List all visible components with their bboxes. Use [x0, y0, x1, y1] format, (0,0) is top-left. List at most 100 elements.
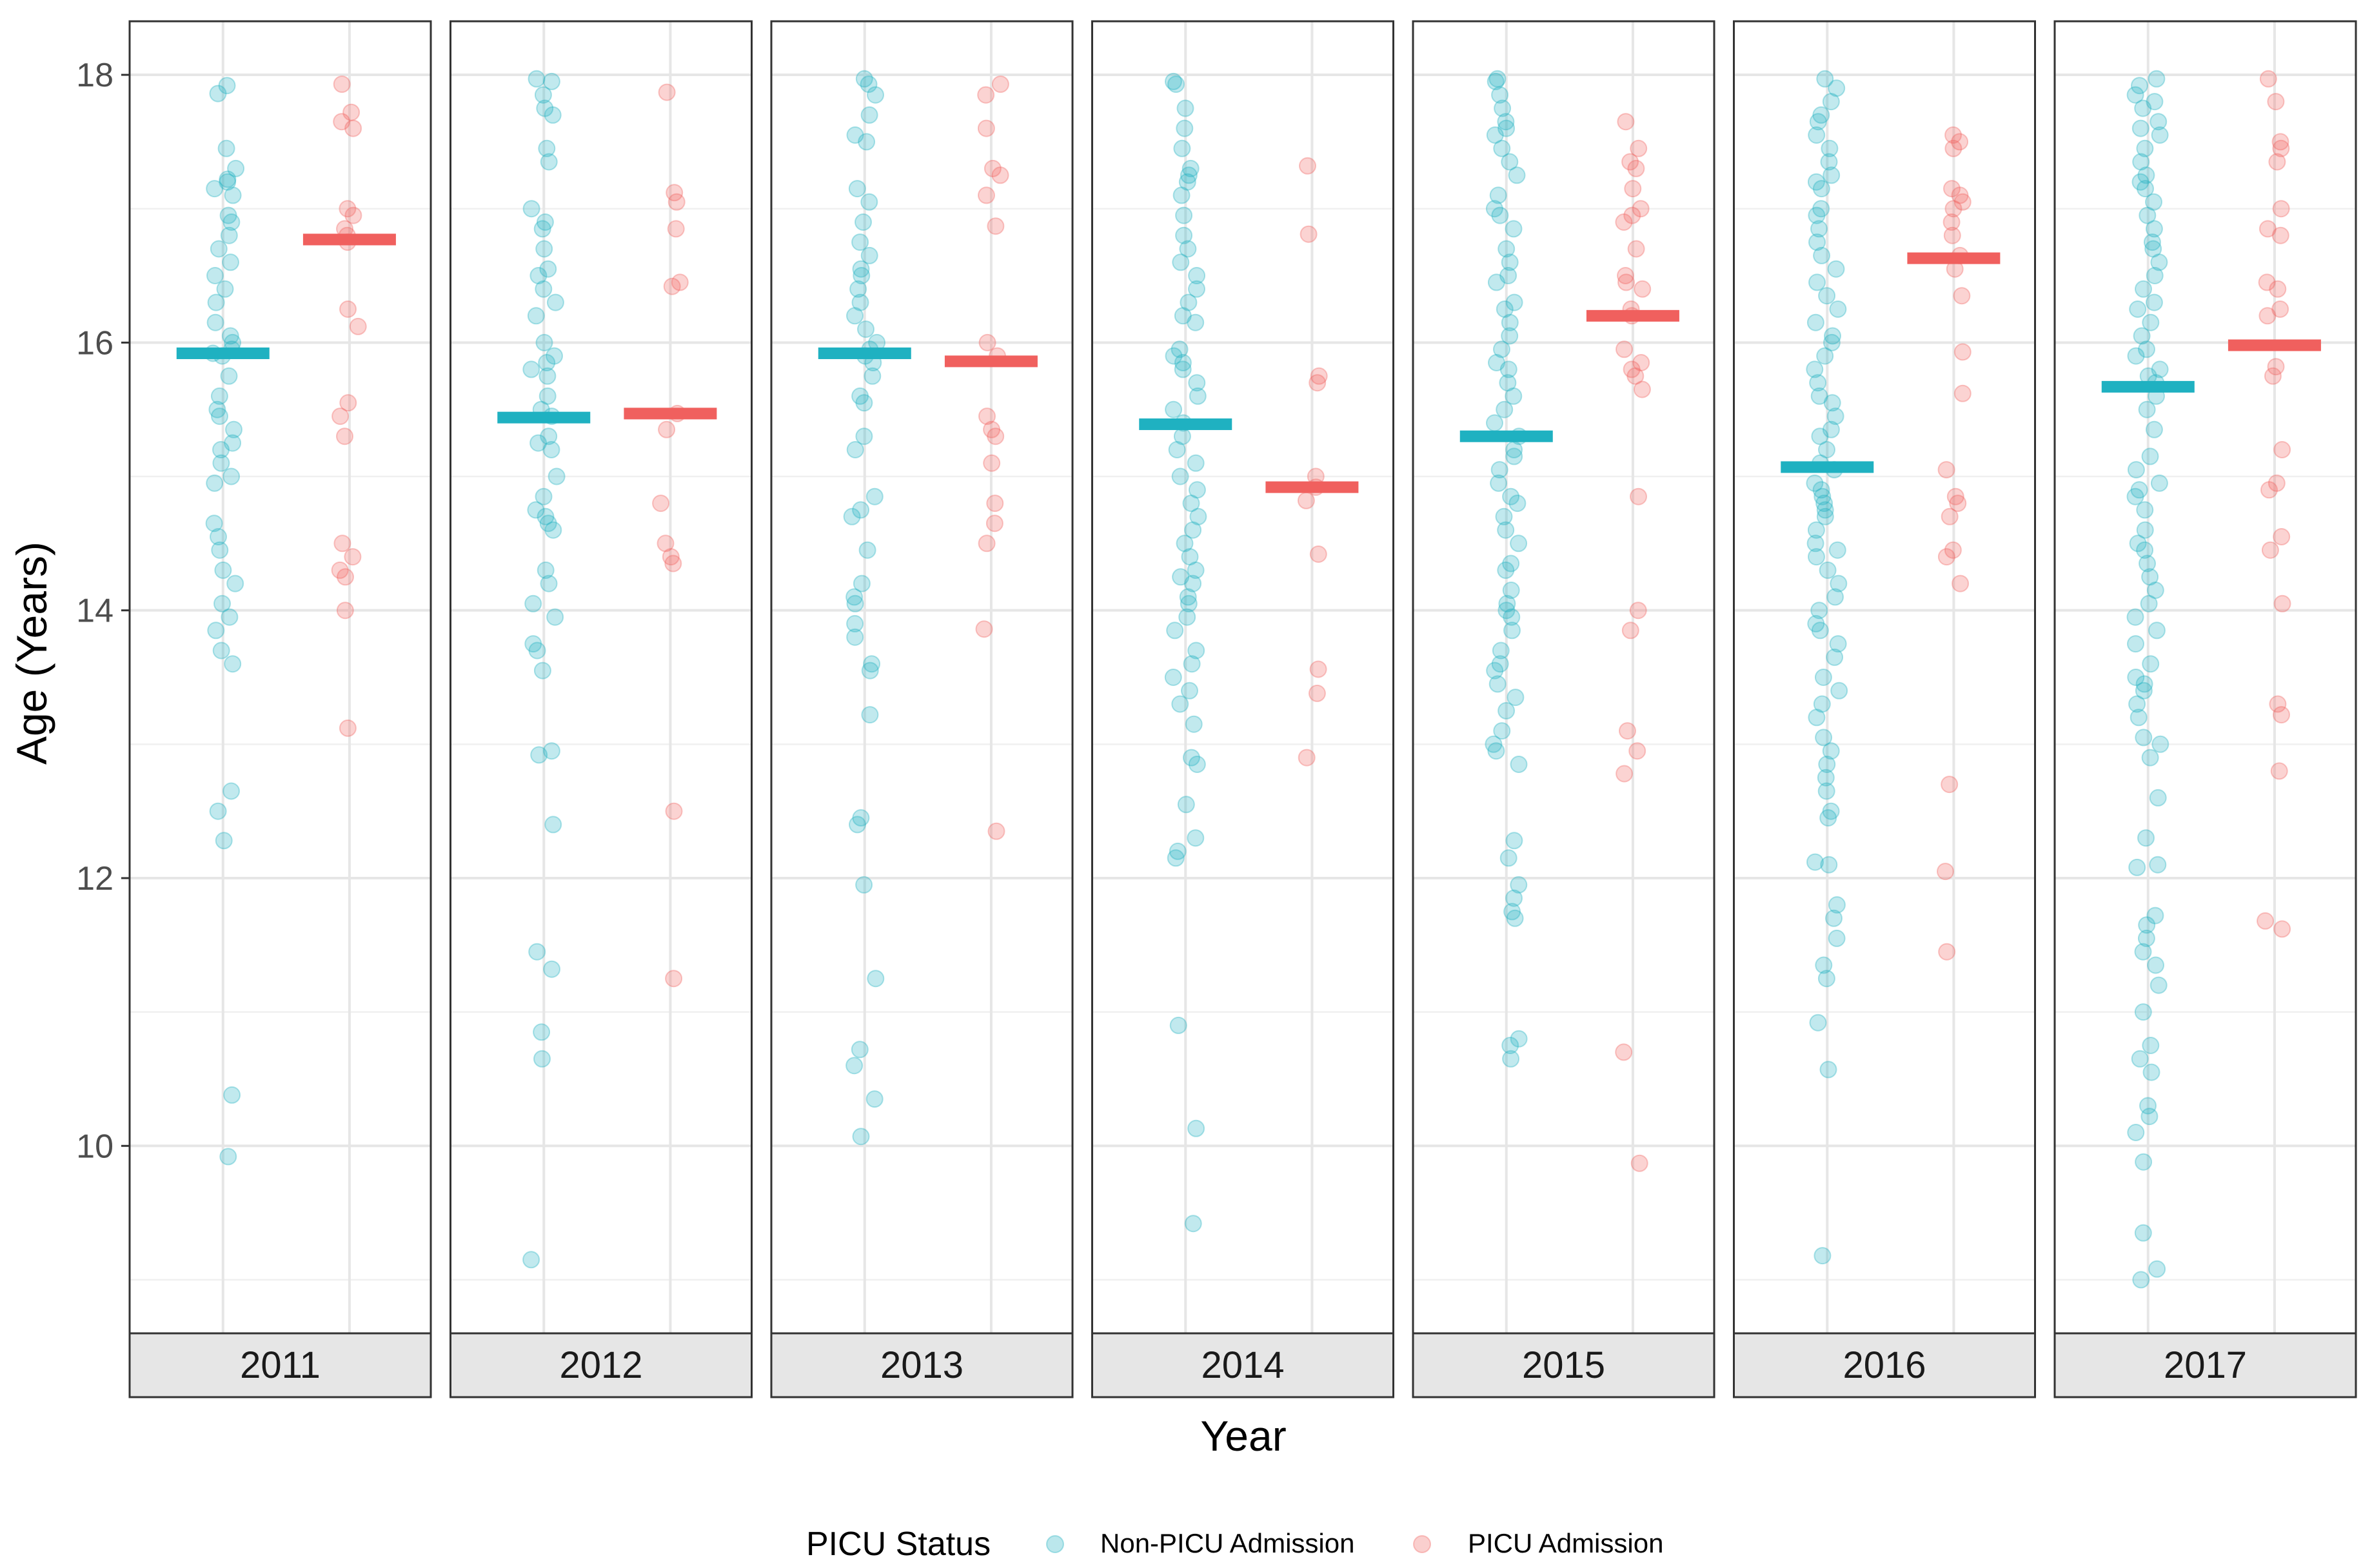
data-point-non-picu — [1174, 354, 1192, 371]
data-point-picu — [1617, 273, 1635, 291]
data-point-non-picu — [1816, 347, 1834, 365]
data-point-non-picu — [1485, 200, 1503, 218]
data-point-non-picu — [206, 267, 224, 284]
data-point-picu — [1952, 574, 1970, 593]
data-point-non-picu — [849, 280, 867, 298]
data-point-non-picu — [848, 180, 866, 198]
data-point-non-picu — [535, 240, 553, 258]
data-point-non-picu — [1828, 896, 1846, 914]
data-point-non-picu — [1816, 501, 1834, 519]
data-point-non-picu — [1806, 534, 1824, 553]
data-point-picu — [1953, 193, 1972, 211]
data-point-non-picu — [1503, 622, 1521, 640]
data-point-picu — [2258, 220, 2277, 238]
data-point-non-picu — [2142, 1063, 2160, 1081]
data-point-picu — [2272, 139, 2290, 157]
mean-bar-picu — [1586, 309, 1679, 322]
data-point-non-picu — [1808, 273, 1826, 291]
data-point-non-picu — [206, 474, 224, 492]
data-point-non-picu — [1810, 602, 1828, 620]
data-point-non-picu — [852, 809, 870, 827]
data-point-non-picu — [1488, 354, 1505, 371]
data-point-non-picu — [861, 662, 879, 680]
facet-panel-2014: 2014 — [1091, 20, 1394, 1398]
facet-strip — [450, 1332, 753, 1398]
data-point-non-picu — [205, 514, 223, 533]
data-point-non-picu — [2129, 534, 2147, 553]
data-point-non-picu — [852, 260, 870, 278]
data-point-non-picu — [1187, 829, 1205, 847]
data-point-non-picu — [843, 507, 861, 525]
data-point-non-picu — [1828, 929, 1846, 947]
mean-bar-non-picu — [1139, 418, 1232, 431]
data-point-non-picu — [548, 467, 566, 485]
data-point-picu — [667, 220, 685, 238]
data-point-non-picu — [1497, 113, 1515, 131]
data-point-non-picu — [1488, 70, 1507, 88]
data-point-picu — [1937, 461, 1955, 479]
data-point-non-picu — [861, 706, 879, 724]
data-point-non-picu — [1491, 86, 1509, 104]
data-point-non-picu — [2146, 267, 2164, 284]
data-point-non-picu — [1188, 280, 1205, 298]
data-point-non-picu — [217, 139, 235, 157]
data-point-non-picu — [529, 267, 548, 284]
data-point-non-picu — [2131, 119, 2150, 137]
data-point-non-picu — [2131, 173, 2150, 191]
data-point-non-picu — [1181, 548, 1199, 566]
data-point-picu — [977, 119, 995, 137]
data-point-picu — [662, 548, 680, 566]
data-point-non-picu — [216, 280, 234, 298]
data-point-non-picu — [2127, 669, 2145, 686]
data-point-non-picu — [2144, 240, 2162, 258]
data-point-non-picu — [2138, 916, 2156, 934]
data-point-picu — [1944, 139, 1962, 157]
facet-strip-label: 2012 — [559, 1344, 642, 1386]
data-point-picu — [1300, 225, 1318, 243]
data-point-non-picu — [537, 561, 555, 579]
data-point-non-picu — [1167, 849, 1185, 867]
data-point-non-picu — [210, 387, 228, 405]
data-point-non-picu — [2128, 695, 2146, 713]
data-point-picu — [983, 454, 1001, 472]
data-point-non-picu — [209, 802, 227, 820]
data-point-non-picu — [1824, 327, 1841, 345]
data-point-non-picu — [1826, 407, 1844, 426]
data-point-picu — [1632, 200, 1650, 218]
data-point-picu — [1616, 765, 1634, 783]
data-point-non-picu — [2141, 568, 2159, 586]
data-point-picu — [344, 119, 362, 137]
data-point-picu — [336, 427, 353, 446]
data-point-non-picu — [227, 159, 245, 177]
data-point-non-picu — [855, 394, 873, 412]
data-point-non-picu — [540, 574, 558, 593]
data-point-non-picu — [1808, 709, 1826, 727]
data-point-picu — [1629, 602, 1647, 620]
data-point-picu — [344, 206, 362, 224]
data-point-non-picu — [1176, 99, 1194, 117]
data-point-picu — [1309, 374, 1327, 392]
data-point-non-picu — [1507, 689, 1525, 707]
data-point-non-picu — [2143, 233, 2161, 251]
y-tick-label: 18 — [76, 57, 114, 94]
data-point-non-picu — [538, 354, 556, 371]
data-point-picu — [2267, 93, 2285, 111]
data-point-non-picu — [1489, 186, 1507, 204]
data-point-picu — [983, 159, 1002, 177]
data-point-non-picu — [1491, 206, 1509, 224]
legend-key-picu — [1413, 1535, 1431, 1553]
data-point-non-picu — [2132, 153, 2150, 171]
data-point-non-picu — [2136, 541, 2154, 559]
data-point-picu — [1944, 541, 1962, 559]
data-point-picu — [2273, 594, 2291, 612]
data-point-non-picu — [1510, 534, 1528, 553]
data-point-non-picu — [2127, 461, 2145, 479]
data-point-non-picu — [2137, 180, 2154, 198]
data-point-non-picu — [2138, 340, 2155, 358]
facet-strip-label: 2017 — [2164, 1344, 2247, 1386]
data-point-non-picu — [1813, 695, 1831, 713]
facet-panel-2016: 2016 — [1733, 20, 2036, 1398]
data-point-non-picu — [1187, 561, 1205, 579]
y-tick-label: 14 — [76, 593, 114, 630]
data-point-non-picu — [2136, 521, 2154, 539]
